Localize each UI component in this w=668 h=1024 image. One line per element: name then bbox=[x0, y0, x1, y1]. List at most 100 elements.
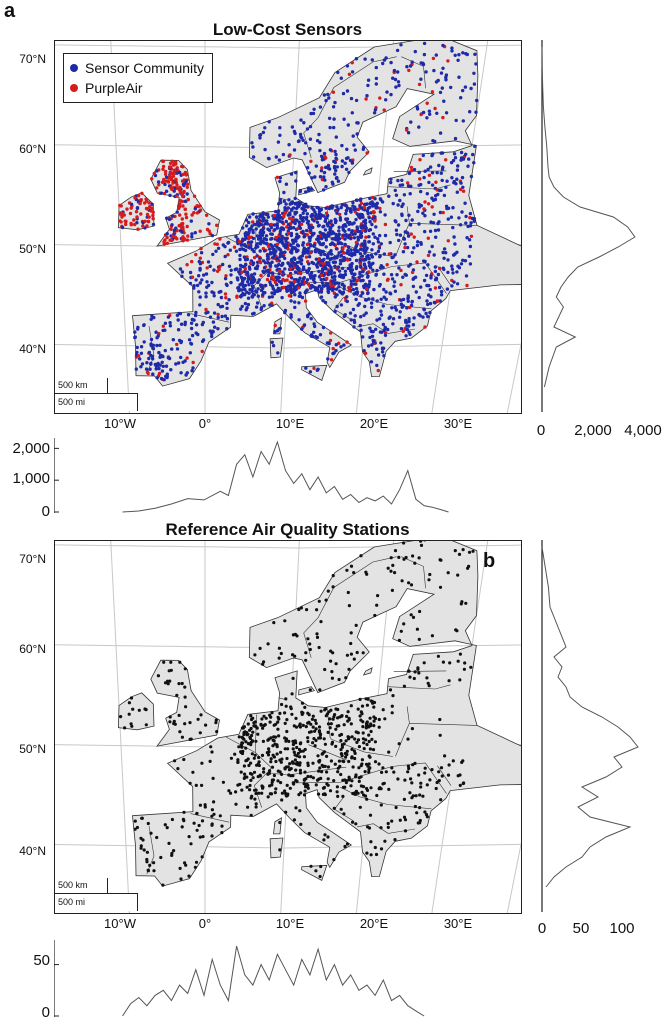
station-dot bbox=[318, 736, 322, 740]
sensor-dot bbox=[237, 270, 241, 274]
sensor-dot bbox=[281, 270, 285, 274]
sensor-dot bbox=[404, 218, 408, 223]
station-dot bbox=[227, 789, 231, 793]
station-dot bbox=[320, 770, 324, 774]
station-dot bbox=[250, 752, 254, 756]
sensor-dot bbox=[294, 170, 298, 175]
sensor-dot bbox=[265, 277, 270, 282]
sensor-dot bbox=[367, 257, 371, 261]
sensor-dot bbox=[329, 272, 333, 276]
sensor-dot bbox=[461, 119, 465, 123]
lon-label-20e-b: 20°E bbox=[359, 916, 389, 931]
station-dot bbox=[439, 558, 443, 562]
sensor-dot bbox=[423, 214, 427, 218]
sensor-dot bbox=[278, 179, 282, 184]
sensor-dot bbox=[366, 211, 370, 216]
station-dot bbox=[303, 770, 307, 774]
station-dot bbox=[372, 724, 376, 728]
station-dot bbox=[270, 778, 274, 782]
sensor-dot bbox=[160, 354, 164, 358]
sensor-dot bbox=[175, 347, 180, 351]
sensor-dot bbox=[356, 229, 360, 234]
sensor-dot bbox=[309, 317, 313, 321]
sensor-dot bbox=[279, 227, 283, 231]
station-dot bbox=[369, 853, 373, 857]
sensor-dot bbox=[368, 279, 372, 284]
sensor-dot bbox=[302, 276, 306, 280]
sensor-dot bbox=[344, 224, 348, 228]
sensor-dot bbox=[362, 262, 367, 266]
station-dot bbox=[262, 660, 266, 664]
station-dot bbox=[295, 745, 299, 750]
sensor-dot bbox=[343, 313, 347, 317]
sensor-dot bbox=[320, 281, 325, 285]
sensor-dot bbox=[464, 274, 469, 278]
sensor-dot bbox=[286, 231, 291, 236]
station-dot bbox=[381, 766, 385, 770]
sensor-dot bbox=[332, 351, 336, 355]
sensor-dot bbox=[333, 100, 337, 105]
sensor-dot bbox=[147, 350, 152, 355]
sensor-dot bbox=[373, 215, 377, 219]
sensor-dot bbox=[453, 136, 458, 141]
sensor-dot bbox=[301, 216, 306, 220]
sensor-dot bbox=[393, 253, 397, 257]
sensor-dot bbox=[265, 257, 270, 261]
station-dot bbox=[365, 572, 369, 576]
station-dot bbox=[311, 776, 315, 780]
sensor-dot bbox=[301, 219, 305, 223]
sensor-dot bbox=[310, 206, 314, 210]
station-dot bbox=[304, 785, 308, 789]
sensor-dot bbox=[446, 258, 450, 262]
sensor-dot bbox=[145, 224, 149, 228]
station-dot bbox=[277, 734, 281, 738]
sensor-dot bbox=[177, 361, 181, 365]
station-dot bbox=[317, 759, 321, 763]
station-dot bbox=[294, 806, 298, 810]
sensor-dot bbox=[402, 237, 407, 241]
sensor-dot bbox=[168, 324, 173, 328]
sensor-dot bbox=[473, 52, 477, 56]
sensor-dot bbox=[119, 220, 123, 224]
sensor-dot bbox=[219, 295, 224, 300]
sensor-dot bbox=[320, 268, 325, 272]
sensor-dot bbox=[370, 248, 374, 252]
sensor-dot bbox=[387, 252, 391, 256]
sensor-dot bbox=[395, 232, 399, 237]
sensor-dot bbox=[139, 212, 143, 216]
sensor-dot bbox=[244, 236, 248, 240]
sensor-dot bbox=[382, 354, 386, 358]
station-dot bbox=[283, 766, 287, 770]
sensor-dot bbox=[306, 282, 311, 286]
station-dot bbox=[311, 714, 315, 718]
station-dot bbox=[254, 725, 258, 729]
sensor-dot bbox=[143, 219, 147, 223]
sensor-dot bbox=[270, 340, 274, 344]
station-dot bbox=[266, 642, 270, 646]
station-dot bbox=[214, 718, 218, 722]
station-dot bbox=[373, 716, 378, 721]
sensor-dot bbox=[378, 282, 382, 287]
station-dot bbox=[242, 764, 246, 768]
sensor-dot bbox=[305, 212, 309, 216]
sensor-dot bbox=[353, 314, 357, 318]
sensor-dot bbox=[425, 101, 429, 105]
sensor-dot bbox=[455, 168, 460, 172]
sensor-dot bbox=[208, 329, 212, 333]
sensor-dot bbox=[351, 134, 355, 138]
sensor-dot bbox=[321, 259, 325, 263]
sensor-dot bbox=[277, 275, 281, 280]
station-dot bbox=[406, 770, 410, 774]
station-dot bbox=[331, 574, 335, 578]
sensor-dot bbox=[379, 242, 383, 246]
sensor-dot bbox=[417, 183, 421, 187]
station-dot bbox=[292, 782, 296, 786]
sensor-dot bbox=[272, 223, 277, 227]
sensor-dot bbox=[380, 200, 385, 204]
station-dot bbox=[306, 786, 310, 790]
sensor-dot bbox=[245, 306, 249, 310]
sensor-dot bbox=[334, 168, 338, 173]
scalebar-km-a: 500 km bbox=[58, 380, 88, 390]
sensor-dot bbox=[275, 257, 279, 261]
station-dot bbox=[367, 754, 371, 758]
